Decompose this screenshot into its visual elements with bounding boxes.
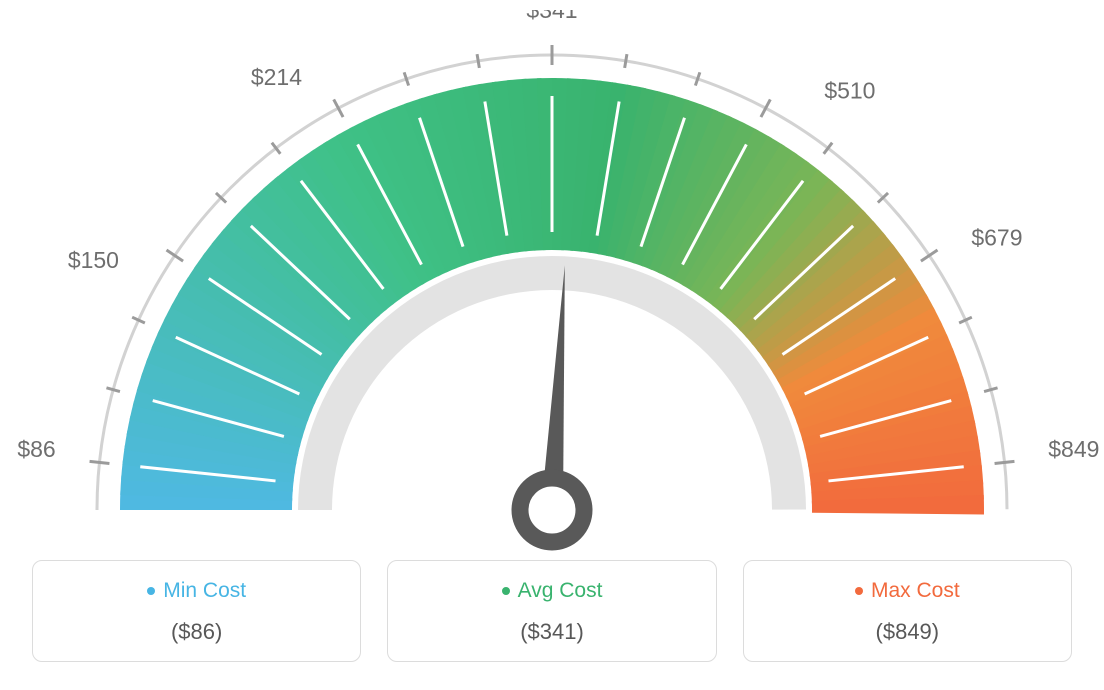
tick-outer [477, 54, 479, 68]
legend-label: Max Cost [871, 579, 960, 603]
legend-row: Min Cost ($86) Avg Cost ($341) Max Cost ($849… [32, 560, 1072, 662]
legend-value: ($849) [754, 619, 1061, 645]
legend-card: Avg Cost ($341) [387, 560, 716, 662]
tick-outer [166, 250, 183, 261]
gauge-label: $341 [526, 10, 577, 23]
tick-outer [106, 388, 120, 392]
legend-card: Min Cost ($86) [32, 560, 361, 662]
legend-title: Min Cost [147, 579, 246, 603]
gauge-label: $214 [251, 64, 302, 90]
legend-title: Max Cost [855, 579, 960, 603]
tick-outer [404, 72, 408, 85]
legend-title: Avg Cost [502, 579, 603, 603]
legend-dot-icon [147, 587, 155, 595]
needle-hub [520, 478, 584, 542]
tick-outer [995, 461, 1015, 463]
legend-dot-icon [855, 587, 863, 595]
legend-dot-icon [502, 587, 510, 595]
gauge-label: $150 [68, 247, 119, 273]
gauge-label: $849 [1048, 436, 1099, 462]
tick-outer [984, 388, 998, 392]
legend-value: ($341) [398, 619, 705, 645]
legend-label: Min Cost [163, 579, 246, 603]
legend-label: Avg Cost [518, 579, 603, 603]
tick-outer [921, 250, 938, 261]
gauge-svg: $86 $150 $214 $341 $510 $679 $849 [0, 10, 1104, 570]
gauge-label: $510 [824, 78, 875, 104]
gauge-label: $679 [971, 225, 1022, 251]
tick-outer [625, 54, 627, 68]
legend-card: Max Cost ($849) [743, 560, 1072, 662]
tick-outer [695, 72, 699, 85]
legend-value: ($86) [43, 619, 350, 645]
gauge-chart: $86 $150 $214 $341 $510 $679 $849 [0, 10, 1104, 570]
tick-outer [90, 461, 110, 463]
gauge-label: $86 [17, 436, 55, 462]
